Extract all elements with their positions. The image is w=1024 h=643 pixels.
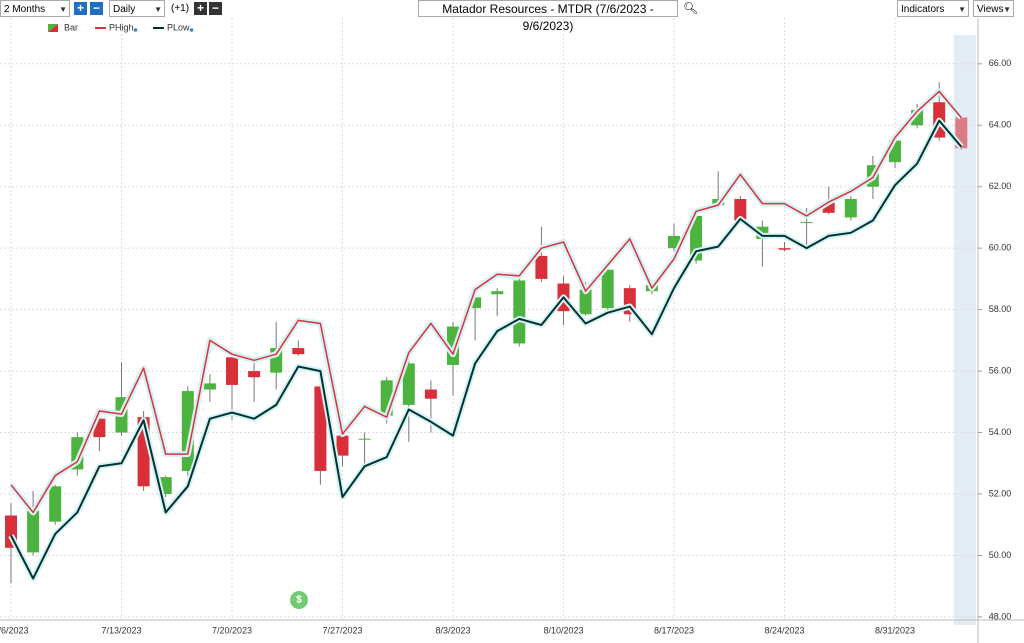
views-select[interactable]: Views bbox=[973, 0, 1014, 18]
candle-body bbox=[336, 435, 349, 456]
candle-body bbox=[248, 371, 261, 378]
candle bbox=[402, 358, 415, 442]
candle-body bbox=[49, 486, 62, 522]
candle-body bbox=[822, 202, 835, 213]
legend-label: PLow bbox=[167, 22, 190, 32]
candle bbox=[469, 294, 482, 341]
chart-title: Matador Resources - MTDR (7/6/2023 - 9/6… bbox=[418, 0, 678, 33]
x-tick-label: 7/27/2023 bbox=[322, 625, 362, 635]
candle bbox=[601, 266, 614, 310]
range-select[interactable]: 2 Months bbox=[0, 0, 70, 18]
candle bbox=[756, 220, 769, 267]
candle bbox=[49, 484, 62, 525]
line-series bbox=[10, 90, 962, 514]
x-tick-label: 8/10/2023 bbox=[543, 625, 583, 635]
offset-plus[interactable]: + bbox=[194, 2, 207, 15]
candle-body bbox=[203, 383, 216, 390]
candle bbox=[513, 278, 526, 347]
candle bbox=[358, 432, 371, 464]
x-tick-label: 8/24/2023 bbox=[764, 625, 804, 635]
candle bbox=[203, 374, 216, 402]
candle-body bbox=[402, 363, 415, 405]
offset-label: (+1) bbox=[171, 3, 190, 14]
candle-body bbox=[800, 222, 813, 224]
y-tick-label: 52.00 bbox=[989, 488, 1012, 498]
line-glow bbox=[8, 117, 964, 582]
legend-label: PHigh bbox=[109, 22, 134, 32]
candle bbox=[248, 358, 261, 402]
legend-swatch-down bbox=[48, 24, 58, 32]
y-tick-label: 62.00 bbox=[989, 181, 1012, 191]
current-bar-highlight bbox=[954, 35, 976, 625]
y-tick-label: 48.00 bbox=[989, 611, 1012, 621]
indicators-select[interactable]: Indicators bbox=[897, 0, 969, 18]
y-tick-label: 50.00 bbox=[989, 550, 1012, 560]
y-tick-label: 64.00 bbox=[989, 120, 1012, 130]
candle-body bbox=[535, 255, 548, 279]
candle bbox=[27, 490, 40, 556]
candle-body bbox=[314, 386, 327, 471]
y-tick-label: 56.00 bbox=[989, 365, 1012, 375]
candle bbox=[314, 383, 327, 485]
zoom-out[interactable]: − bbox=[90, 2, 103, 15]
y-tick-label: 66.00 bbox=[989, 58, 1012, 68]
x-tick-label: 8/3/2023 bbox=[435, 625, 470, 635]
candle-body bbox=[358, 438, 371, 440]
legend-dot bbox=[189, 28, 194, 32]
candle bbox=[336, 432, 349, 467]
x-tick-label: 7/20/2023 bbox=[212, 625, 252, 635]
candle-body bbox=[469, 297, 482, 309]
y-tick-label: 60.00 bbox=[989, 243, 1012, 253]
zoom-in[interactable]: + bbox=[74, 2, 87, 15]
candle-body bbox=[734, 199, 747, 221]
search-icon[interactable]: 🔍︎ bbox=[683, 1, 699, 15]
candle-body bbox=[601, 269, 614, 309]
candle bbox=[226, 355, 238, 421]
candle bbox=[778, 242, 791, 252]
candle bbox=[668, 223, 680, 252]
candle bbox=[491, 288, 504, 316]
x-tick-label: 8/31/2023 bbox=[875, 625, 915, 635]
candle-body bbox=[491, 291, 504, 295]
grid bbox=[0, 18, 978, 620]
candle-body bbox=[226, 357, 238, 385]
x-tick-label: 8/17/2023 bbox=[654, 625, 694, 635]
candle bbox=[844, 195, 857, 221]
candle-body bbox=[579, 289, 592, 315]
interval-select[interactable]: Daily bbox=[109, 0, 165, 18]
candle-body bbox=[844, 199, 857, 218]
candle-body bbox=[668, 235, 680, 249]
x-tick-label: 7/13/2023 bbox=[101, 625, 141, 635]
dividend-icon-text: $ bbox=[296, 595, 302, 606]
legend-label: Bar bbox=[64, 22, 78, 32]
candle bbox=[535, 226, 548, 282]
candle-body bbox=[292, 348, 305, 355]
chart: Bar $ 48.00 50.00 52.00 54.00 56.00 58.00 60.0… bbox=[0, 18, 1024, 643]
y-tick-label: 58.00 bbox=[989, 304, 1012, 314]
legend-dot bbox=[133, 28, 138, 32]
offset-minus[interactable]: − bbox=[209, 2, 222, 15]
line-series bbox=[10, 119, 963, 580]
candle-body bbox=[778, 248, 791, 250]
x-tick-label: 7/6/2023 bbox=[0, 625, 29, 635]
candle bbox=[292, 340, 305, 356]
dividend-icon[interactable] bbox=[290, 591, 308, 609]
candle-body bbox=[27, 510, 40, 553]
candle-body bbox=[424, 389, 437, 399]
candle-body bbox=[513, 280, 526, 344]
y-tick-label: 54.00 bbox=[989, 427, 1012, 437]
